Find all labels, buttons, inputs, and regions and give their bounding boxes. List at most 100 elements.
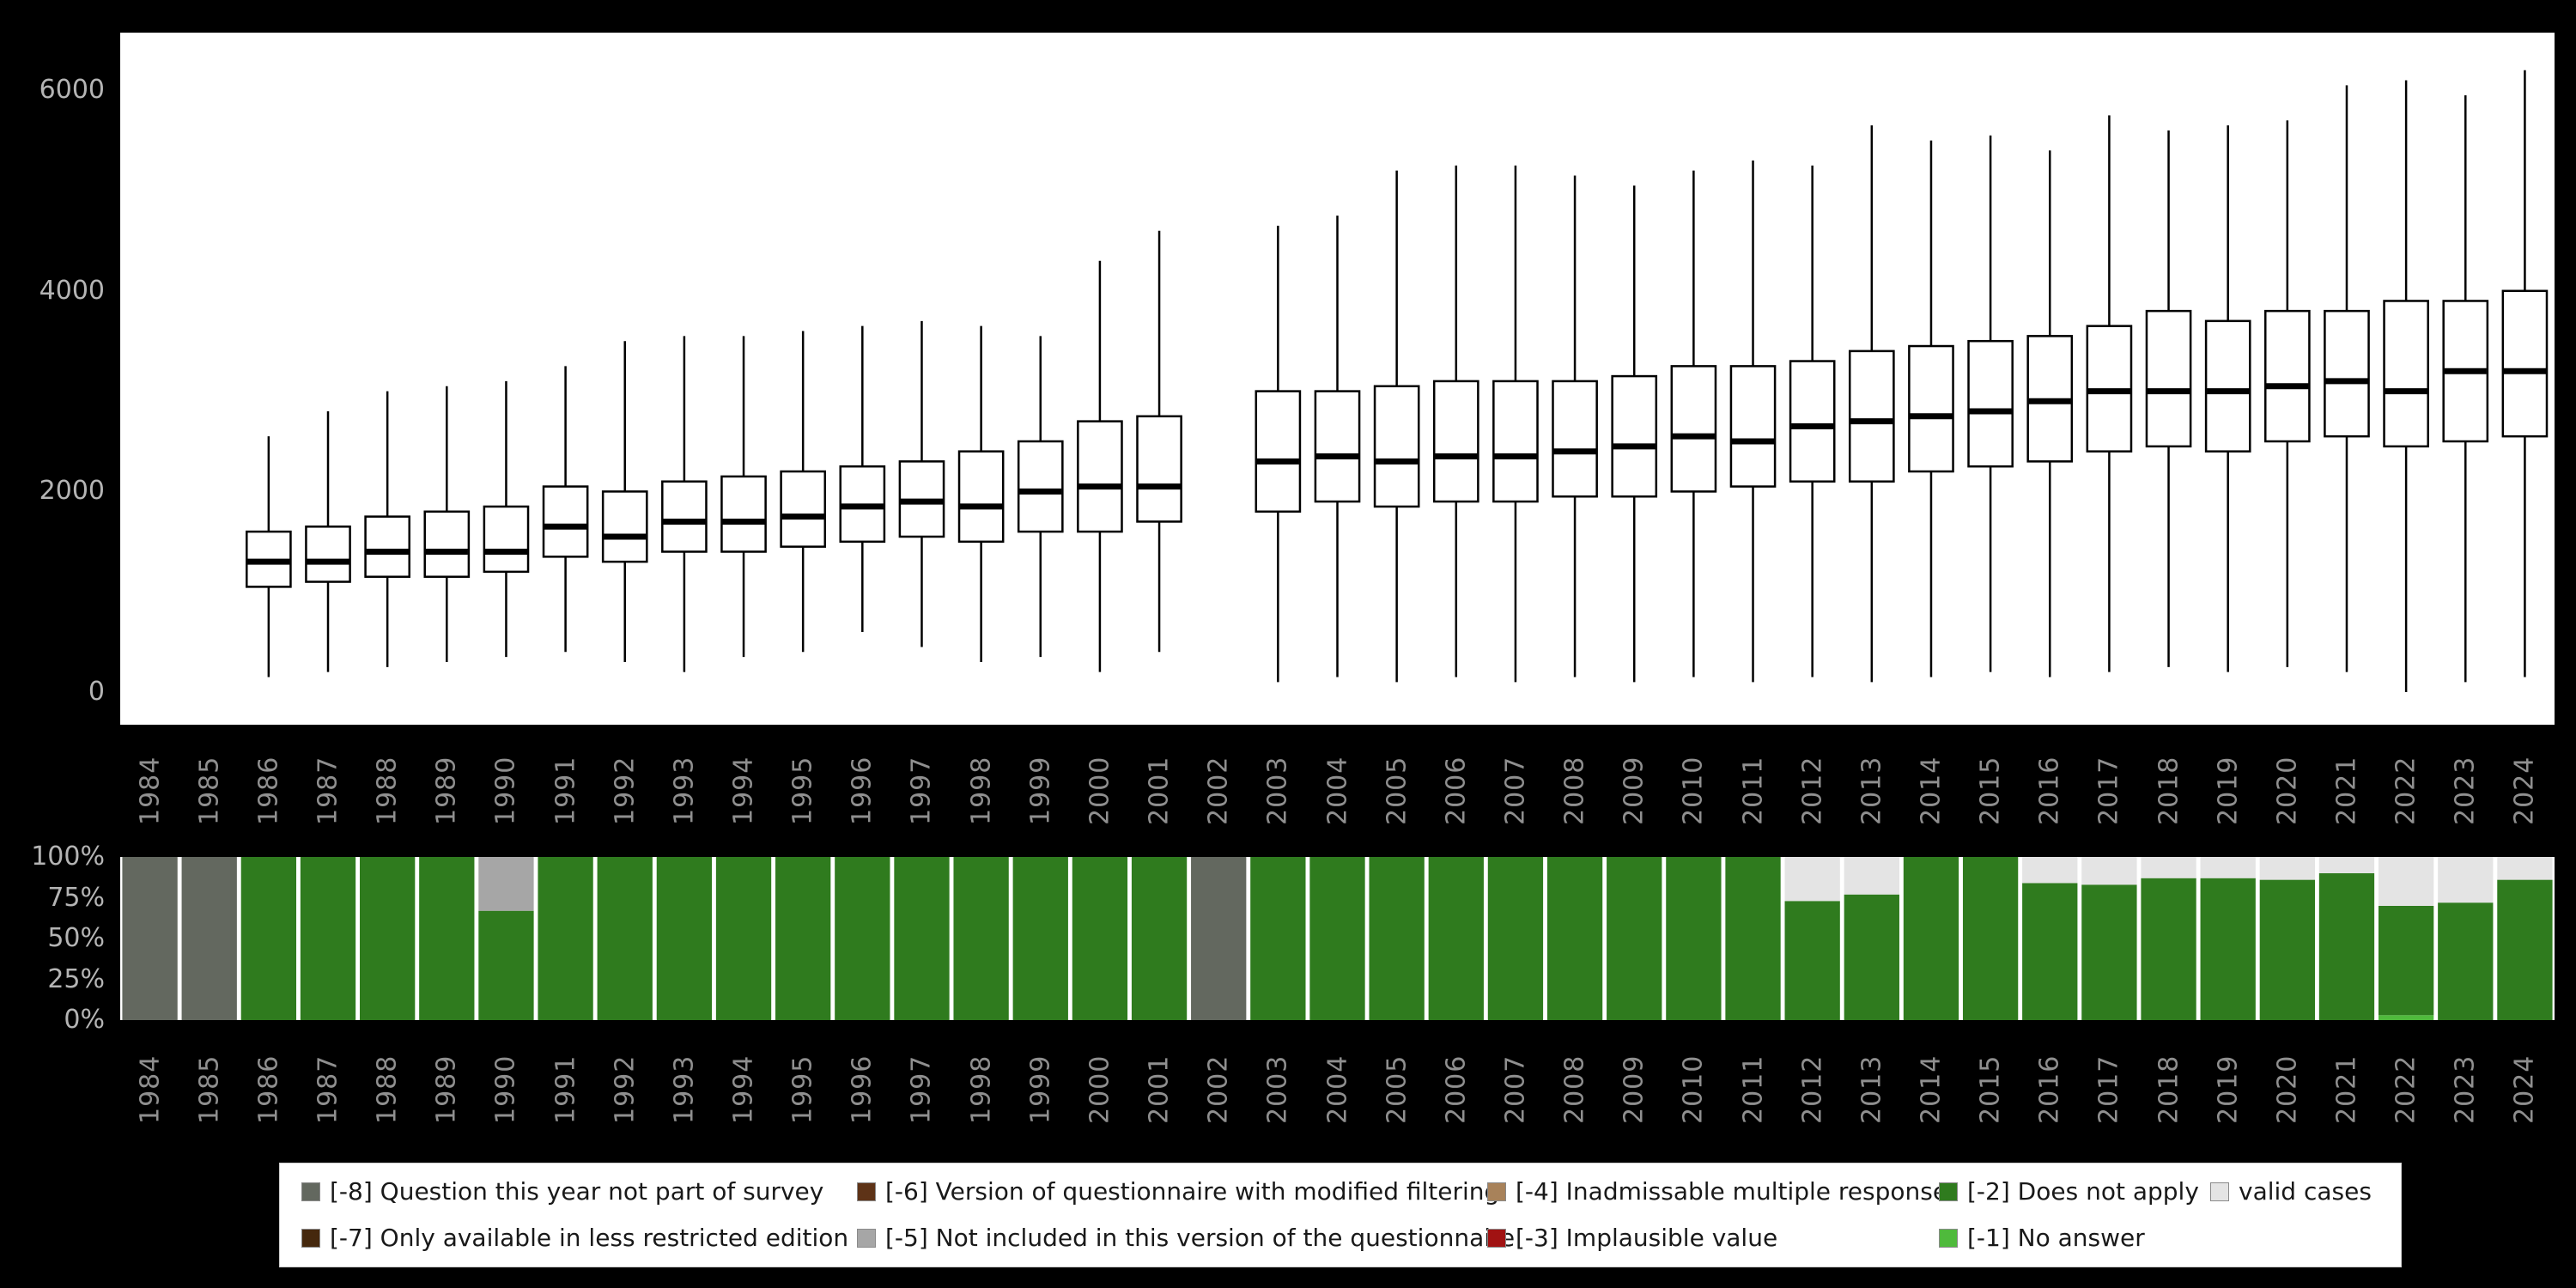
x-tick-label-2019: 2019	[2213, 756, 2244, 826]
bar-segment-minus2	[478, 910, 534, 1020]
bar-segment-minus2	[2497, 879, 2553, 1020]
x-tick-label-2020: 2020	[2272, 756, 2303, 826]
legend-item-minus1: [-1] No answer	[1939, 1224, 2145, 1253]
legend-swatch-minus7	[301, 1229, 320, 1248]
x-tick-label-2012: 2012	[1797, 756, 1828, 826]
bar-segment-minus2	[1725, 857, 1781, 1020]
bars-ytick-label: 0%	[64, 1005, 105, 1035]
bar-segment-minus2	[1072, 857, 1128, 1020]
legend-label-minus4: [-4] Inadmissable multiple response	[1516, 1177, 1948, 1206]
bar-segment-minus2	[656, 857, 713, 1020]
x-tick-label-1992: 1992	[610, 1054, 641, 1125]
legend-swatch-minus6	[857, 1182, 876, 1201]
x-tick-label-2014: 2014	[1916, 1054, 1947, 1125]
x-tick-label-2020: 2020	[2272, 1054, 2303, 1125]
bar-segment-minus2	[1131, 857, 1188, 1020]
bar-segment-valid	[2141, 857, 2196, 878]
x-tick-label-2002: 2002	[1203, 756, 1234, 826]
x-tick-label-1995: 1995	[787, 1054, 818, 1125]
legend-item-minus3: [-3] Implausible value	[1487, 1224, 1777, 1253]
bar-segment-minus2	[1784, 901, 1840, 1020]
legend-label-minus1: [-1] No answer	[1967, 1224, 2145, 1252]
bar-segment-valid	[2318, 857, 2375, 873]
bar-segment-minus2	[597, 857, 653, 1020]
legend-swatch-minus4	[1487, 1182, 1506, 1201]
box	[1552, 380, 1598, 498]
box	[364, 515, 410, 578]
x-tick-label-2015: 2015	[1975, 1054, 2006, 1125]
x-tick-label-2005: 2005	[1382, 756, 1413, 826]
legend-item-minus4: [-4] Inadmissable multiple response	[1487, 1177, 1947, 1206]
x-tick-label-2000: 2000	[1084, 1054, 1115, 1125]
bar-segment-minus2	[715, 857, 772, 1020]
bar-segment-valid	[2438, 857, 2494, 903]
x-tick-label-1990: 1990	[490, 1054, 521, 1125]
bar-segment-valid	[1844, 857, 1899, 895]
box	[1729, 365, 1777, 488]
bar-segment-valid	[2378, 857, 2434, 906]
x-tick-label-1999: 1999	[1025, 1054, 1056, 1125]
x-tick-label-1987: 1987	[313, 1054, 343, 1125]
x-tick-label-1986: 1986	[253, 756, 284, 826]
bar-segment-minus2	[1487, 857, 1544, 1020]
x-tick-label-1988: 1988	[372, 1054, 403, 1125]
bar-segment-minus2	[1903, 857, 1959, 1020]
x-tick-label-2013: 2013	[1856, 756, 1887, 826]
bar-segment-minus2	[419, 857, 475, 1020]
legend-label-valid: valid cases	[2239, 1177, 2372, 1206]
x-tick-label-2005: 2005	[1382, 1054, 1413, 1125]
legend-swatch-minus8	[301, 1182, 320, 1201]
x-tick-label-1989: 1989	[431, 756, 462, 826]
x-tick-label-2018: 2018	[2154, 756, 2184, 826]
x-tick-label-2009: 2009	[1619, 756, 1649, 826]
box	[483, 505, 530, 574]
bar-segment-minus2	[2438, 902, 2494, 1020]
bar-segment-valid	[2081, 857, 2137, 885]
x-tick-label-1991: 1991	[550, 1054, 581, 1125]
x-tick-label-2024: 2024	[2509, 1054, 2540, 1125]
box	[1136, 415, 1182, 523]
x-tick-label-2011: 2011	[1738, 1054, 1769, 1125]
bar-segment-valid	[2497, 857, 2553, 880]
bar-segment-minus2	[538, 857, 593, 1020]
box	[2145, 309, 2192, 448]
x-tick-label-1996: 1996	[847, 1054, 878, 1125]
x-tick-label-2018: 2018	[2154, 1054, 2184, 1125]
box	[1432, 380, 1479, 503]
bar-segment-minus2	[1428, 857, 1484, 1020]
box	[1255, 390, 1302, 513]
box	[2264, 309, 2311, 443]
legend-swatch-minus2	[1939, 1182, 1958, 1201]
bar-segment-minus2	[1250, 857, 1306, 1020]
box	[1017, 440, 1064, 533]
box	[2383, 300, 2429, 448]
box	[1670, 365, 1717, 493]
legend-item-minus8: [-8] Question this year not part of surv…	[301, 1177, 823, 1206]
box	[601, 490, 648, 563]
bar-segment-valid	[2259, 857, 2315, 880]
legend-label-minus8: [-8] Question this year not part of surv…	[330, 1177, 824, 1206]
box	[1848, 349, 1895, 483]
legend-label-minus7: [-7] Only available in less restricted e…	[330, 1224, 849, 1252]
bar-segment-minus8	[122, 857, 178, 1020]
bar-segment-valid	[2022, 857, 2078, 884]
bars-ytick-label: 75%	[47, 882, 105, 913]
bar-segment-minus2	[2022, 883, 2078, 1020]
x-tick-label-1991: 1991	[550, 756, 581, 826]
bars-ytick-label: 100%	[31, 841, 105, 872]
x-tick-label-1997: 1997	[906, 1054, 937, 1125]
x-tick-label-2019: 2019	[2213, 1054, 2244, 1125]
box	[2204, 319, 2251, 453]
box	[780, 470, 827, 548]
bar-segment-minus8	[181, 857, 237, 1020]
bar-segment-minus2	[1309, 857, 1365, 1020]
legend-item-valid: valid cases	[2210, 1177, 2372, 1206]
x-tick-label-1994: 1994	[728, 1054, 759, 1125]
x-tick-label-2007: 2007	[1500, 1054, 1531, 1125]
bar-segment-minus2	[1369, 857, 1425, 1020]
legend-item-minus6: [-6] Version of questionnaire with modif…	[857, 1177, 1499, 1206]
bar-segment-minus2	[835, 857, 890, 1020]
bar-segment-minus8	[1191, 857, 1247, 1020]
legend-item-minus5: [-5] Not included in this version of the…	[857, 1224, 1515, 1253]
